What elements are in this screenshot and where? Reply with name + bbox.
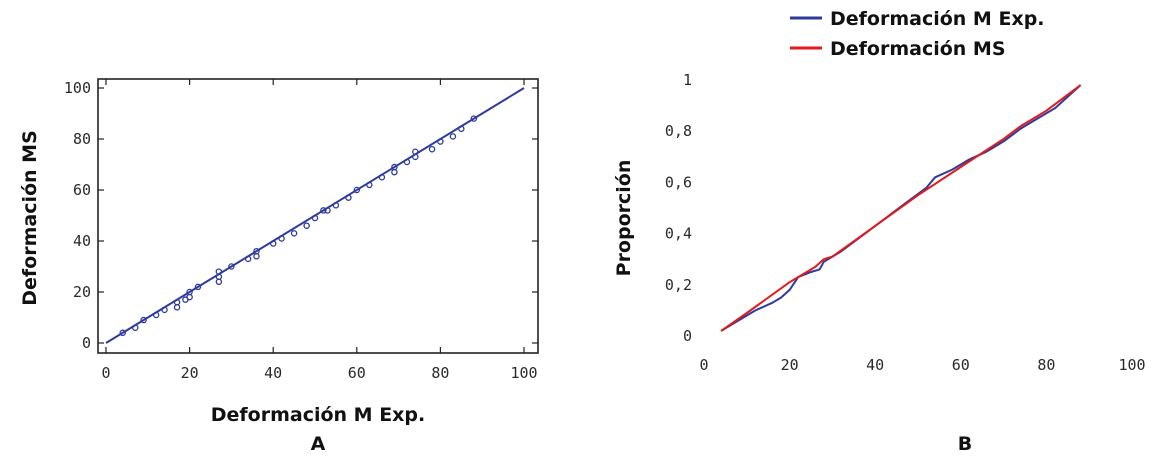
data-point — [253, 247, 260, 255]
x-tick-label-a: 40 — [264, 364, 282, 382]
scatter-panel-a: 0 20 40 60 80 100 0 20 40 60 80 100 Deformación M … — [19, 78, 539, 455]
y-tick-label-b: 0,6 — [665, 173, 692, 191]
data-point — [228, 263, 235, 270]
x-tick-label-b: 80 — [1037, 356, 1055, 374]
data-point — [320, 207, 327, 214]
data-point — [119, 329, 126, 337]
x-ticks-a: 0 20 40 60 80 100 — [101, 79, 538, 382]
panel-label-a: A — [311, 433, 326, 455]
data-point — [290, 230, 298, 237]
data-point — [244, 255, 252, 263]
data-point — [366, 181, 373, 189]
x-tick-label-a: 60 — [348, 364, 366, 382]
data-point — [269, 240, 277, 247]
data-point — [311, 214, 319, 222]
x-tick-label-b: 100 — [1118, 356, 1145, 374]
series-lines-b — [720, 84, 1082, 332]
data-points-a — [119, 115, 478, 337]
y-ticks-b: 0 0,2 0,4 0,6 0,8 1 — [665, 71, 692, 345]
y-axis-title-a: Deformación MS — [19, 130, 41, 306]
data-point — [152, 311, 160, 319]
data-point — [161, 306, 168, 314]
legend-label-exp: Deformación M Exp. — [830, 8, 1045, 30]
panel-label-b: B — [958, 433, 972, 455]
y-tick-label-a: 0 — [82, 334, 91, 352]
data-point — [391, 163, 398, 171]
data-point — [353, 186, 361, 194]
x-tick-label-b: 40 — [866, 356, 884, 374]
x-tick-label-a: 0 — [101, 364, 110, 382]
series-line-ms — [720, 84, 1082, 332]
legend: Deformación M Exp. Deformación MS — [790, 8, 1045, 60]
data-point — [378, 173, 386, 181]
y-tick-label-a: 40 — [73, 232, 91, 250]
data-point — [215, 268, 223, 275]
data-point — [278, 235, 285, 242]
data-point — [215, 278, 223, 286]
data-point — [303, 222, 310, 229]
data-point — [132, 324, 139, 331]
data-point — [186, 288, 193, 296]
y-axis-title-b: Proporción — [613, 160, 635, 277]
y-tick-label-a: 20 — [73, 283, 91, 301]
legend-label-ms: Deformación MS — [830, 38, 1006, 60]
x-tick-label-b: 0 — [699, 356, 708, 374]
data-point — [140, 316, 147, 324]
x-tick-label-b: 20 — [781, 356, 799, 374]
data-point — [458, 125, 465, 133]
y-tick-label-b: 1 — [683, 71, 692, 89]
x-tick-label-a: 20 — [181, 364, 199, 382]
data-point — [345, 194, 352, 201]
data-point — [437, 138, 444, 145]
y-tick-label-a: 80 — [73, 130, 91, 148]
y-tick-label-a: 100 — [64, 79, 91, 97]
data-point — [412, 148, 419, 155]
y-tick-label-b: 0 — [683, 327, 692, 345]
data-point — [194, 283, 202, 291]
x-tick-label-a: 80 — [431, 364, 449, 382]
data-point — [403, 158, 411, 166]
x-tick-label-a: 100 — [510, 364, 537, 382]
data-point — [324, 207, 331, 214]
x-tick-label-b: 60 — [952, 356, 970, 374]
data-point — [428, 145, 436, 153]
x-ticks-b: 0 20 40 60 80 100 — [699, 356, 1145, 374]
y-tick-label-b: 0,2 — [665, 276, 692, 294]
y-tick-label-b: 0,8 — [665, 122, 692, 140]
y-ticks-a: 0 20 40 60 80 100 — [64, 79, 538, 352]
data-point — [332, 202, 340, 209]
data-point — [449, 133, 457, 140]
data-point — [470, 115, 478, 122]
y-tick-label-a: 60 — [73, 181, 91, 199]
x-axis-title-a: Deformación M Exp. — [211, 404, 426, 426]
y-tick-label-b: 0,4 — [665, 225, 692, 243]
data-point — [173, 298, 181, 306]
line-panel-b: 0 20 40 60 80 100 0 0,2 0,4 0,6 0,8 1 Proporción B… — [613, 8, 1146, 455]
